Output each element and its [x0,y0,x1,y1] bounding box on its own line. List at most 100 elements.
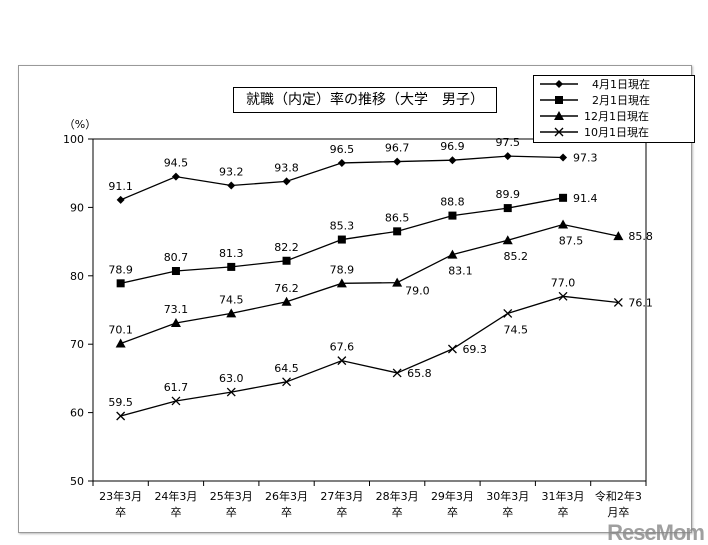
legend-swatch [540,96,578,104]
legend: 4月1日現在 2月1日現在 12月1日現在 10月1日現在 [533,75,695,143]
data-label: 78.9 [108,263,133,276]
data-label: 94.5 [164,157,189,170]
data-label: 67.6 [330,341,355,354]
triangle-marker [502,235,513,245]
y-tick-label: 50 [70,475,84,488]
square-marker [393,227,402,236]
data-label: 85.2 [504,250,529,263]
legend-label: 2月1日現在 [592,94,650,107]
data-label: 74.5 [219,293,244,306]
x-tick-label: 卒 [226,505,237,519]
data-label: 85.8 [628,230,653,243]
x-tick-label: 卒 [558,505,569,519]
data-label: 82.2 [274,241,299,254]
data-label: 88.8 [440,196,465,209]
x-tick-label: 令和2年3 [595,489,642,503]
x-tick-label: 25年3月 [210,489,253,503]
diamond-marker [171,172,180,181]
x-tick-label: 卒 [170,505,181,519]
data-label: 81.3 [219,247,244,260]
triangle-marker [281,296,292,306]
x-tick-label: 29年3月 [431,489,474,503]
series-line-2 [120,223,619,345]
x-tick-label: 卒 [502,505,513,519]
x-marker [503,308,513,318]
diamond-marker [337,158,346,167]
square-marker [171,267,180,276]
data-label: 69.3 [462,343,487,356]
data-label: 93.2 [219,166,244,179]
legend-swatch [540,111,578,120]
y-axis-label: （%） [64,118,96,131]
x-tick-label: 31年3月 [542,489,585,503]
data-label: 96.5 [330,143,355,156]
square-marker [337,235,346,244]
x-marker [226,387,236,397]
x-tick-label: 卒 [392,505,403,519]
data-label: 59.5 [108,396,133,409]
legend-item: 12月1日現在 [534,108,694,124]
legend-item: 4月1日現在 [534,76,694,92]
triangle-marker [170,317,181,327]
x-marker [171,396,181,406]
x-tick-label: 卒 [336,505,347,519]
data-label: 80.7 [164,251,189,264]
diamond-marker [448,156,457,165]
data-label: 77.0 [551,276,576,289]
data-label: 78.9 [330,263,355,276]
legend-swatch [540,80,578,88]
watermark-logo: ReseMom [607,520,705,545]
x-tick-label: 27年3月 [320,489,363,503]
data-label: 91.4 [573,192,598,205]
diamond-marker [503,152,512,161]
triangle-marker [613,231,624,241]
x-tick-label: 28年3月 [376,489,419,503]
legend-label: 10月1日現在 [584,126,649,139]
data-label: 63.0 [219,372,244,385]
data-label: 73.1 [164,303,189,316]
triangle-marker [115,338,126,348]
data-label: 76.1 [628,296,653,309]
x-marker [392,368,402,378]
data-label: 91.1 [108,180,133,193]
chart-title: 就職（内定）率の推移（大学 男子） [233,87,497,113]
legend-item: 10月1日現在 [534,124,694,140]
diamond-marker [227,181,236,190]
data-label: 83.1 [448,265,473,278]
triangle-marker [558,219,569,229]
triangle-marker [392,277,403,287]
data-label: 74.5 [504,323,529,336]
legend-swatch [540,127,578,137]
chart-frame [18,65,692,533]
diamond-marker [116,195,125,204]
x-marker [613,298,623,307]
legend-item: 2月1日現在 [534,92,694,108]
data-label: 79.0 [405,285,430,298]
x-tick-label: 卒 [115,505,126,519]
data-label: 97.5 [496,136,521,149]
data-label: 97.3 [573,151,598,164]
y-tick-label: 100 [63,133,84,146]
data-label: 96.9 [440,140,465,153]
square-marker [227,262,236,271]
data-label: 65.8 [407,367,432,380]
data-label: 85.3 [330,220,355,233]
x-tick-label: 卒 [447,505,458,519]
data-label: 70.1 [108,324,133,337]
x-marker [558,291,568,301]
x-tick-label: 24年3月 [154,489,197,503]
data-label: 86.5 [385,211,410,224]
y-tick-label: 70 [70,338,84,351]
x-marker [116,411,126,421]
x-tick-label: 30年3月 [486,489,529,503]
x-marker [447,344,457,354]
y-tick-label: 60 [70,407,84,420]
triangle-marker [554,111,564,120]
y-tick-label: 90 [70,201,84,214]
y-tick-label: 80 [70,270,84,283]
square-marker [503,204,512,213]
legend-label: 4月1日現在 [592,78,650,91]
diamond-marker [555,80,563,88]
